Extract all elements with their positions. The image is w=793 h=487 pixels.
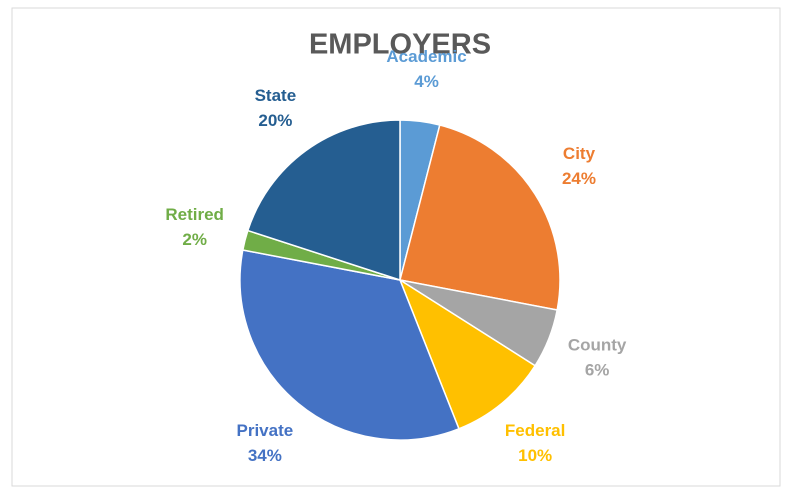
chart-title: EMPLOYERS — [309, 29, 491, 61]
slice-value-label: 24% — [562, 169, 596, 188]
pie-slice — [399, 124, 561, 311]
slice-category-label: Academic — [386, 47, 466, 66]
slice-category-label: Retired — [165, 205, 224, 224]
slice-category-label: City — [563, 144, 596, 163]
slice-value-label: 4% — [414, 72, 439, 91]
pie-slice — [398, 278, 537, 430]
slice-value-label: 6% — [585, 361, 610, 380]
slice-category-label: Private — [237, 421, 294, 440]
slice-category-label: Federal — [505, 421, 565, 440]
slice-category-label: State — [255, 86, 297, 105]
pie-slice — [246, 119, 401, 282]
slice-value-label: 34% — [248, 446, 282, 465]
slice-value-label: 2% — [182, 230, 207, 249]
slice-value-label: 20% — [258, 111, 292, 130]
slice-value-label: 10% — [518, 446, 552, 465]
slice-category-label: County — [568, 336, 627, 355]
pie-slice — [239, 249, 460, 441]
